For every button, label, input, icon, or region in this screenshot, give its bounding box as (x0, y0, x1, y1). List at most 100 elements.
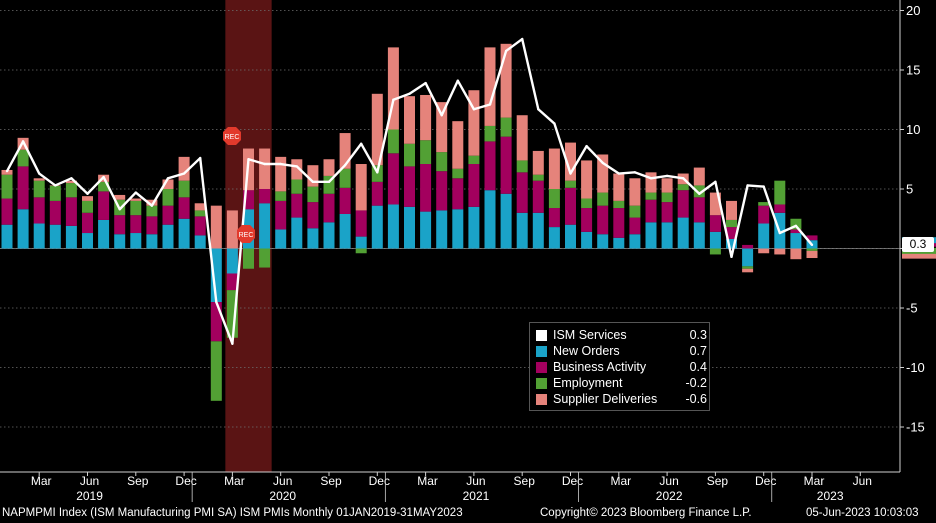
point-ism-services (585, 144, 588, 148)
point-ism-services (617, 172, 620, 175)
bar-new-orders (146, 234, 158, 249)
bar-business-activity (597, 205, 609, 235)
x-tick-label: Dec (755, 474, 776, 488)
bar-new-orders (114, 234, 126, 249)
last-value-badge: 0.3 (902, 237, 934, 252)
point-ism-services (730, 255, 733, 259)
bar-new-orders (65, 225, 77, 249)
point-ism-services (537, 108, 540, 111)
bar-business-activity (291, 193, 303, 218)
bar-business-activity (565, 187, 576, 225)
point-ism-services (295, 165, 298, 168)
bar-business-activity (259, 189, 271, 204)
bar-business-activity (548, 208, 560, 228)
legend-item-new-orders: New Orders 0.7 (536, 343, 709, 359)
bar-supplier-deliveries (629, 178, 641, 206)
point-ism-services (5, 169, 9, 173)
point-ism-services (569, 172, 572, 175)
bar-supplier-deliveries (806, 250, 818, 259)
bar-new-orders (645, 222, 657, 249)
bar-new-orders (516, 212, 528, 249)
legend-swatch (536, 361, 547, 373)
point-ism-services (38, 172, 41, 175)
x-tick-label: Mar (804, 474, 825, 488)
bar-employment (162, 189, 174, 206)
bar-new-orders (355, 236, 367, 249)
legend-swatch (536, 329, 547, 341)
x-tick-label: Jun (853, 474, 872, 488)
bar-supplier-deliveries (291, 159, 303, 180)
point-ism-services (343, 164, 347, 167)
x-tick-label: Sep (514, 474, 536, 488)
bar-supplier-deliveries (307, 165, 319, 187)
bar-new-orders (468, 206, 480, 249)
bar-supplier-deliveries (613, 173, 625, 201)
legend-item-ism-services: ISM Services 0.3 (536, 327, 709, 343)
bar-employment (420, 140, 432, 165)
bar-business-activity (243, 190, 254, 210)
point-ism-services (810, 243, 814, 247)
bar-supplier-deliveries (709, 192, 721, 216)
bar-new-orders (226, 248, 238, 274)
bar-employment (452, 168, 464, 179)
bar-employment (17, 149, 29, 167)
x-tick-label: Sep (127, 474, 149, 488)
bar-business-activity (484, 141, 496, 191)
bar-employment (500, 117, 512, 137)
legend-item-business-activity: Business Activity 0.4 (536, 359, 709, 375)
bar-employment (806, 248, 818, 251)
bar-employment (565, 180, 576, 188)
point-ism-services (408, 92, 411, 96)
bar-new-orders (661, 222, 673, 249)
bar-business-activity (742, 244, 754, 249)
x-year-label: 2022 (656, 489, 683, 503)
y-tick-label: -5 (906, 301, 918, 316)
bar-employment (146, 205, 158, 217)
bar-employment (693, 185, 705, 198)
bar-supplier-deliveries (178, 156, 190, 181)
point-ism-services (215, 300, 218, 304)
point-ism-services (166, 177, 170, 180)
legend-item-supplier-deliveries: Supplier Deliveries -0.6 (536, 391, 709, 407)
bar-business-activity (49, 200, 61, 225)
bar-business-activity (677, 190, 689, 218)
bar-new-orders (387, 204, 399, 249)
bar-supplier-deliveries (500, 43, 512, 118)
bar-employment (790, 218, 802, 230)
bar-new-orders (275, 229, 287, 249)
x-tick-label: Mar (224, 474, 245, 488)
point-ism-services (279, 162, 282, 166)
bar-business-activity (98, 191, 110, 220)
bar-business-activity (726, 227, 737, 239)
bar-supplier-deliveries (275, 156, 287, 192)
bar-employment (709, 248, 721, 255)
bar-new-orders (371, 205, 383, 249)
x-year-label: 2023 (817, 489, 844, 503)
bar-business-activity (210, 302, 222, 342)
footer-security: NAPMPMI Index (ISM Manufacturing PMI SA)… (2, 507, 463, 519)
point-ism-services (698, 192, 701, 195)
bar-supplier-deliveries (516, 115, 528, 161)
bar-business-activity (420, 164, 432, 212)
bar-business-activity (404, 166, 415, 207)
bar-new-orders (532, 212, 544, 249)
bar-business-activity (194, 216, 206, 236)
bar-business-activity (581, 208, 593, 232)
bar-business-activity (1, 198, 13, 225)
bar-supplier-deliveries (355, 164, 367, 211)
bar-supplier-deliveries (226, 210, 238, 249)
point-ism-services (327, 180, 331, 184)
bar-supplier-deliveries (645, 172, 657, 193)
bar-new-orders (452, 209, 464, 249)
x-tick-label: Jun (659, 474, 678, 488)
bar-employment (98, 181, 110, 192)
bar-supplier-deliveries (146, 199, 158, 206)
bar-employment (82, 200, 93, 213)
y-tick-label: 10 (906, 122, 920, 137)
bar-supplier-deliveries (65, 180, 77, 184)
bar-supplier-deliveries (130, 198, 142, 201)
legend-swatch (536, 345, 547, 357)
bar-supplier-deliveries (33, 178, 45, 181)
y-tick-label: 20 (906, 3, 920, 18)
bar-business-activity (452, 178, 464, 210)
